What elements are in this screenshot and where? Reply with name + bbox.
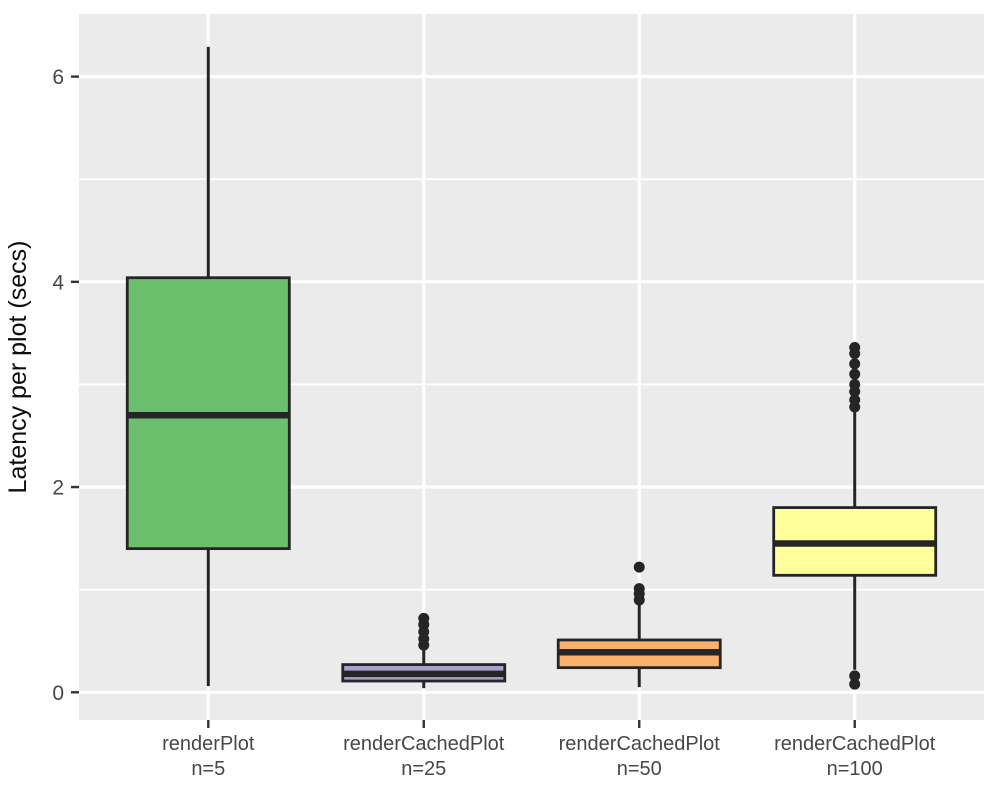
y-tick-label-4: 4 [52, 271, 64, 294]
y-tick-label-2: 2 [52, 477, 64, 500]
outlier-point-4-6 [849, 378, 861, 390]
x-tick-label-2: renderCachedPlot n=25 [343, 733, 505, 780]
x-tick-label-line-1-2: n=5 [191, 758, 225, 780]
x-tick-label-line-2-1: renderCachedPlot [343, 733, 505, 755]
x-tick-label-4: renderCachedPlot n=100 [774, 733, 936, 780]
outlier-point-4-7 [849, 368, 861, 380]
outlier-point-4-10 [849, 342, 861, 354]
outlier-point-4-8 [849, 358, 861, 370]
outlier-point-3-4 [633, 561, 645, 573]
x-tick-label-line-4-2: n=100 [827, 758, 883, 780]
outlier-point-4-1 [849, 678, 861, 690]
outlier-point-2-5 [418, 612, 430, 624]
x-tick-label-line-1-1: renderPlot [162, 733, 255, 755]
x-tick-label-line-3-1: renderCachedPlot [559, 733, 721, 755]
outlier-point-3-3 [633, 583, 645, 595]
x-tick-label-3: renderCachedPlot n=50 [559, 733, 721, 780]
boxplots [125, 46, 938, 690]
x-tick-label-1: renderPlot n=5 [162, 733, 255, 780]
x-tick-label-line-3-2: n=50 [617, 758, 662, 780]
y-axis-title: Latency per plot (secs) [4, 241, 32, 494]
outlier-point-4-2 [849, 670, 861, 682]
x-tick-label-line-2-2: n=25 [401, 758, 446, 780]
y-tick-label-0: 0 [52, 682, 64, 705]
x-tick-label-line-4-1: renderCachedPlot [774, 733, 936, 755]
y-tick-label-6: 6 [52, 66, 64, 89]
outlier-point-4-4 [849, 394, 861, 406]
